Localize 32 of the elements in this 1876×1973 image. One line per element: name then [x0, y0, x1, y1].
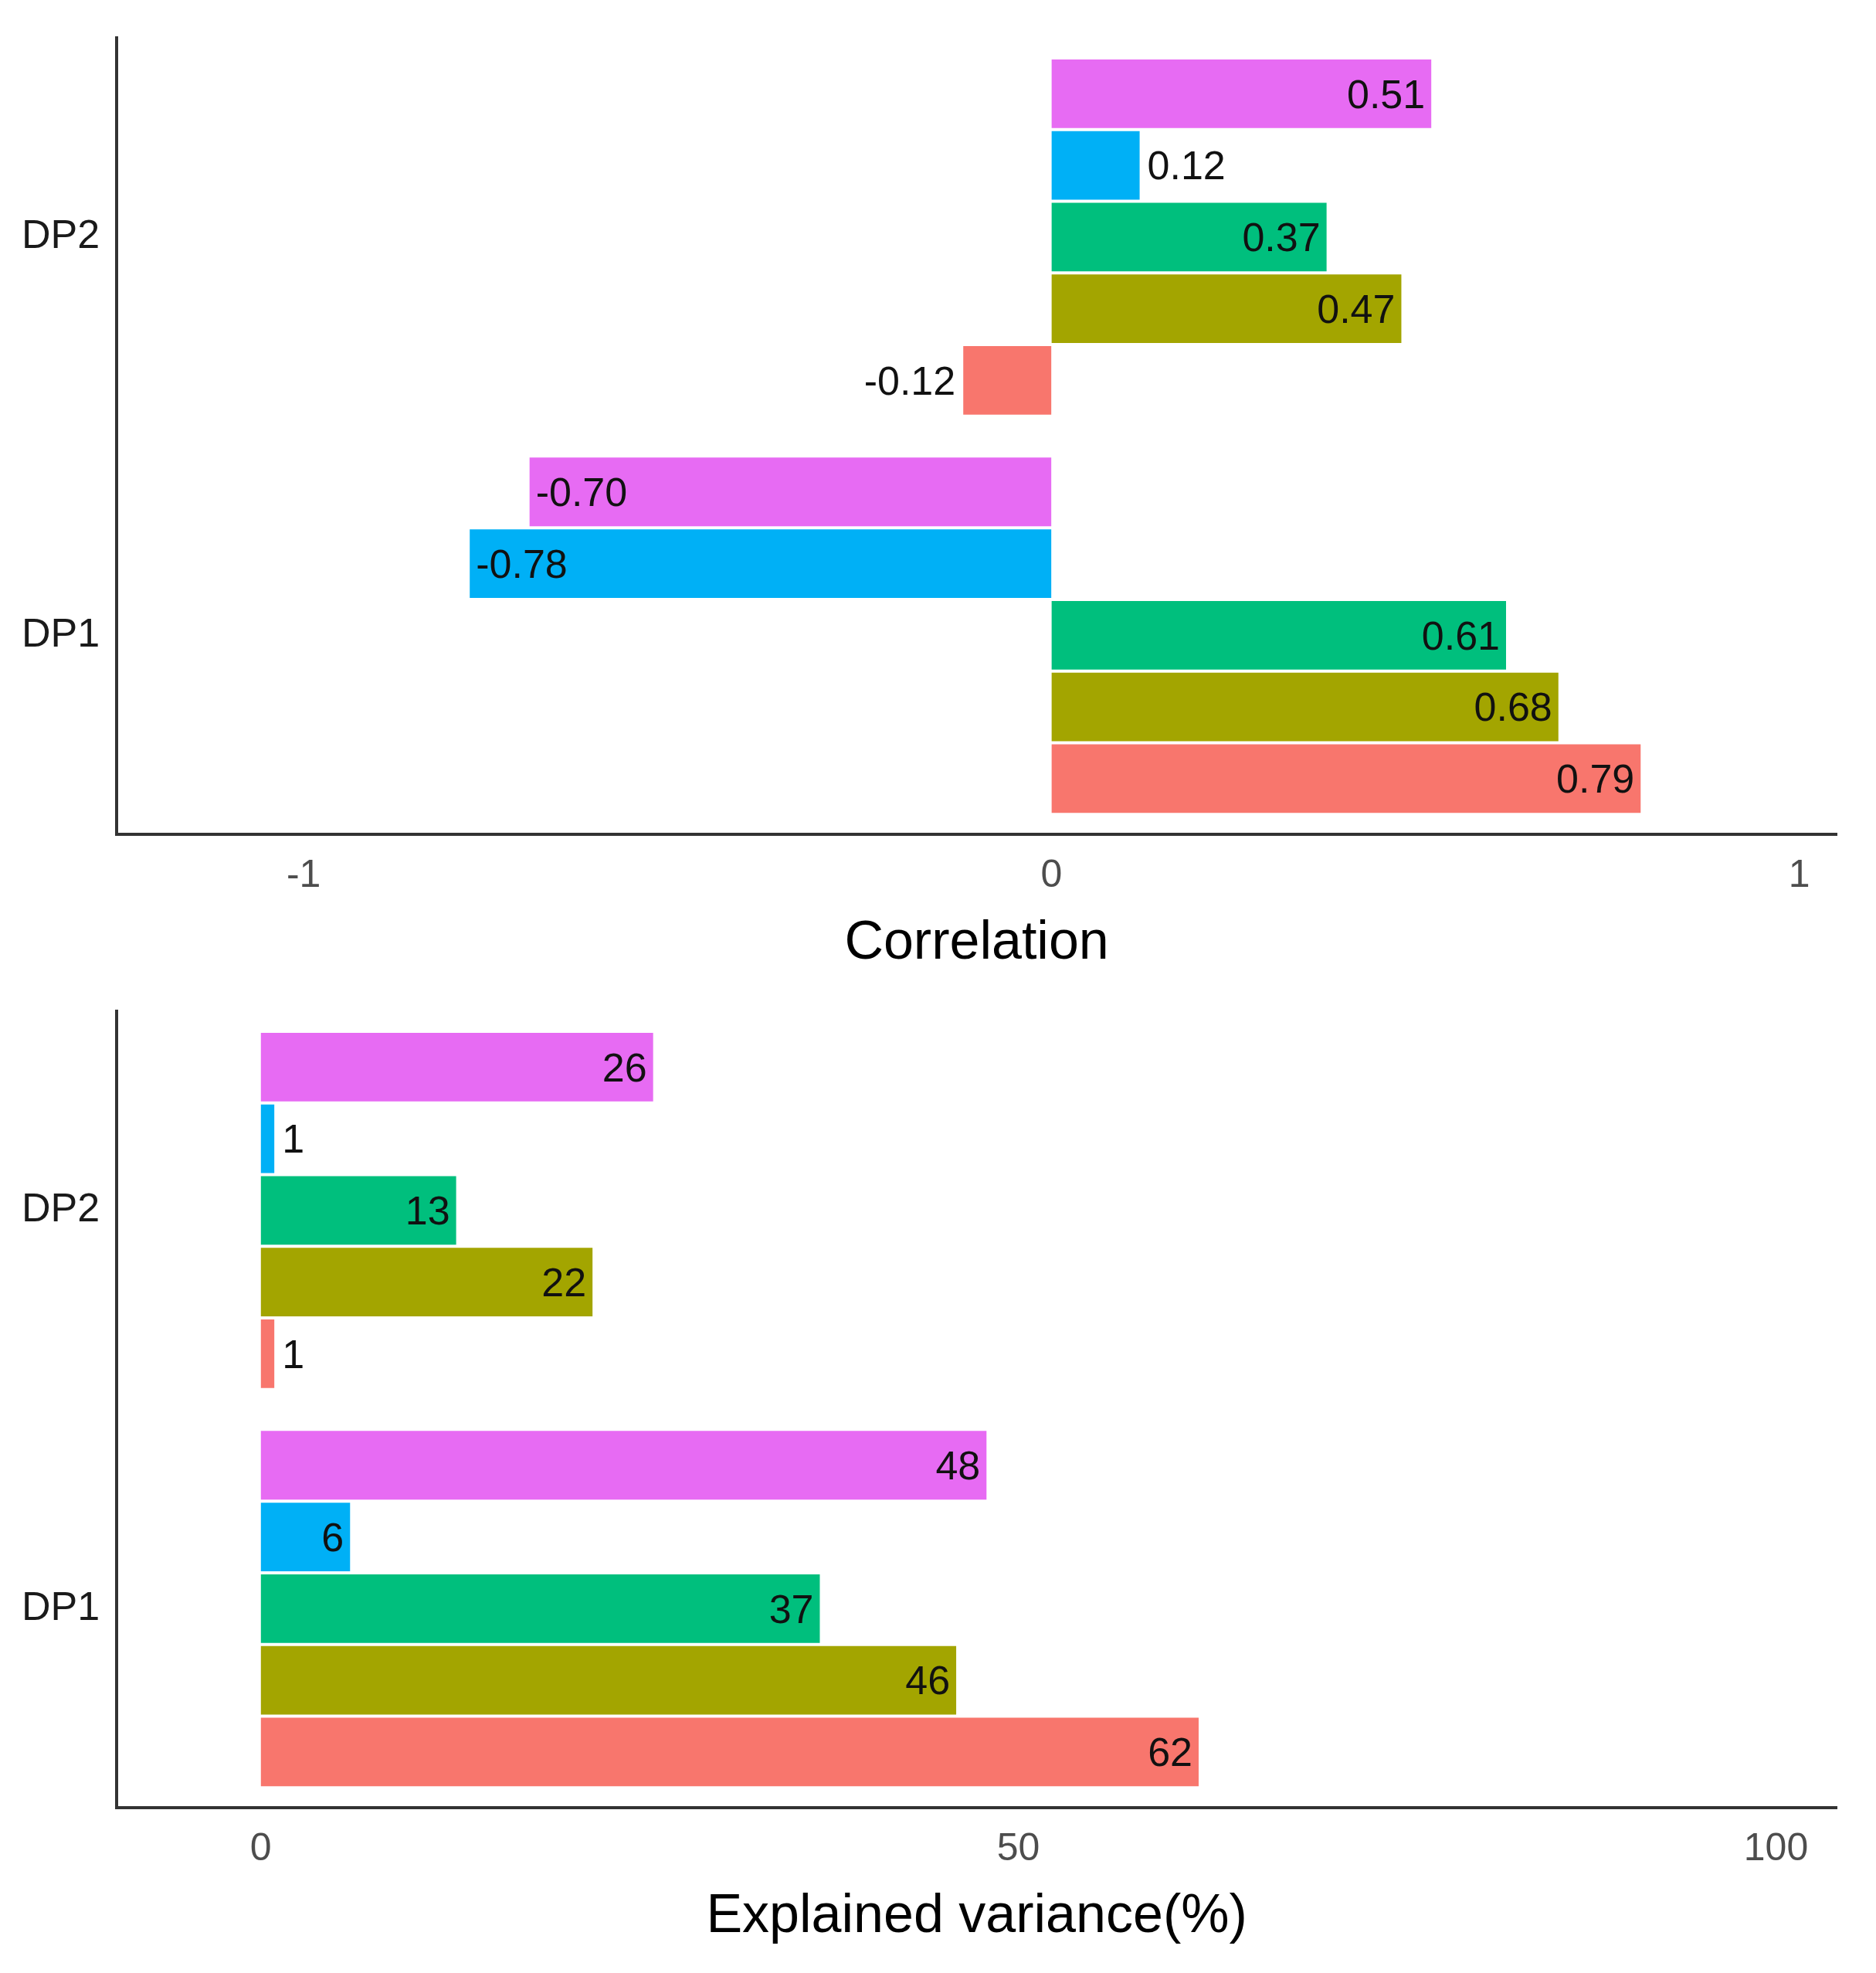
x-tick-label: 50 [996, 1825, 1040, 1869]
data-label: 0.68 [1474, 684, 1552, 730]
x-tick-label: -1 [286, 851, 321, 895]
data-label: 0.79 [1556, 756, 1635, 802]
data-label: 1 [282, 1331, 305, 1377]
data-label: -0.70 [535, 470, 628, 515]
data-label: 62 [1148, 1730, 1192, 1775]
x-axis-title: Correlation [844, 910, 1109, 971]
y-tick-label: DP2 [22, 1185, 100, 1231]
data-label: 26 [602, 1044, 647, 1090]
y-tick-label: DP1 [22, 610, 100, 655]
data-label: 48 [935, 1443, 981, 1489]
data-label: -0.78 [476, 541, 568, 586]
x-tick-label: 0 [1040, 851, 1063, 895]
data-label: 0.61 [1421, 613, 1500, 658]
data-label: 13 [405, 1188, 450, 1234]
y-tick-label: DP1 [22, 1583, 100, 1628]
x-tick-label: 0 [249, 1825, 272, 1869]
data-label: 46 [905, 1658, 951, 1703]
data-label: 6 [321, 1514, 344, 1560]
data-label: 0.51 [1346, 71, 1426, 117]
data-label: 0.47 [1317, 287, 1396, 332]
data-label: 0.37 [1242, 215, 1321, 260]
data-label: 22 [541, 1260, 587, 1306]
x-tick-label: 100 [1743, 1825, 1809, 1869]
y-tick-label: DP2 [22, 212, 100, 257]
x-axis-title: Explained variance(%) [706, 1883, 1247, 1944]
data-label: 37 [768, 1586, 814, 1632]
data-label: -0.12 [863, 358, 956, 403]
data-label: 0.12 [1147, 143, 1226, 188]
data-label: 1 [282, 1116, 305, 1162]
x-tick-label: 1 [1788, 851, 1810, 895]
